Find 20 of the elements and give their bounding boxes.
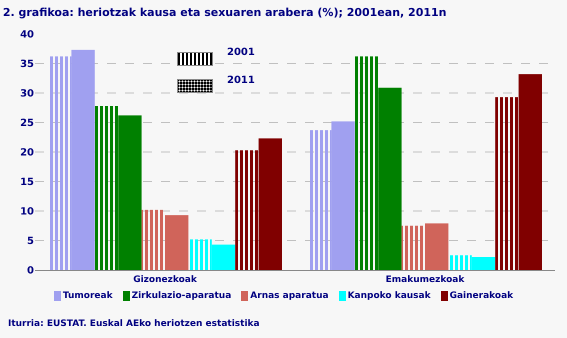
y-tick-label: 10	[20, 206, 34, 218]
y-tick-label: 30	[20, 88, 34, 100]
annotation: 2011	[227, 75, 255, 86]
x-tick-label: Gizonezkoak	[133, 274, 198, 285]
y-tick-label: 20	[20, 148, 34, 158]
chart-title: 2. grafikoa: heriotzak kausa eta sexuaren arabera (%); 2001ean, 2011n	[2, 6, 446, 20]
legend-label: Arnas aparatua	[250, 291, 329, 301]
y-tick-label: 15	[20, 177, 34, 188]
x-tick-label: Emakumezkoak	[386, 274, 466, 285]
legend-label: Zirkulazio-aparatua	[132, 291, 232, 301]
y-tick-label: 5	[27, 236, 34, 247]
y-tick-label: 40	[20, 30, 34, 40]
y-tick-label: 0	[27, 266, 34, 276]
annotation: 2001	[227, 47, 255, 58]
legend-label: Kanpoko kausak	[348, 291, 431, 301]
legend-label: Gainerakoak	[450, 291, 514, 301]
legend-label: Tumoreak	[62, 291, 113, 301]
y-tick-label: 35	[20, 59, 34, 70]
text: Iturria: EUSTAT. Euskal AEko heriotzen estatistika	[8, 319, 260, 329]
y-tick-label: 25	[20, 118, 34, 129]
